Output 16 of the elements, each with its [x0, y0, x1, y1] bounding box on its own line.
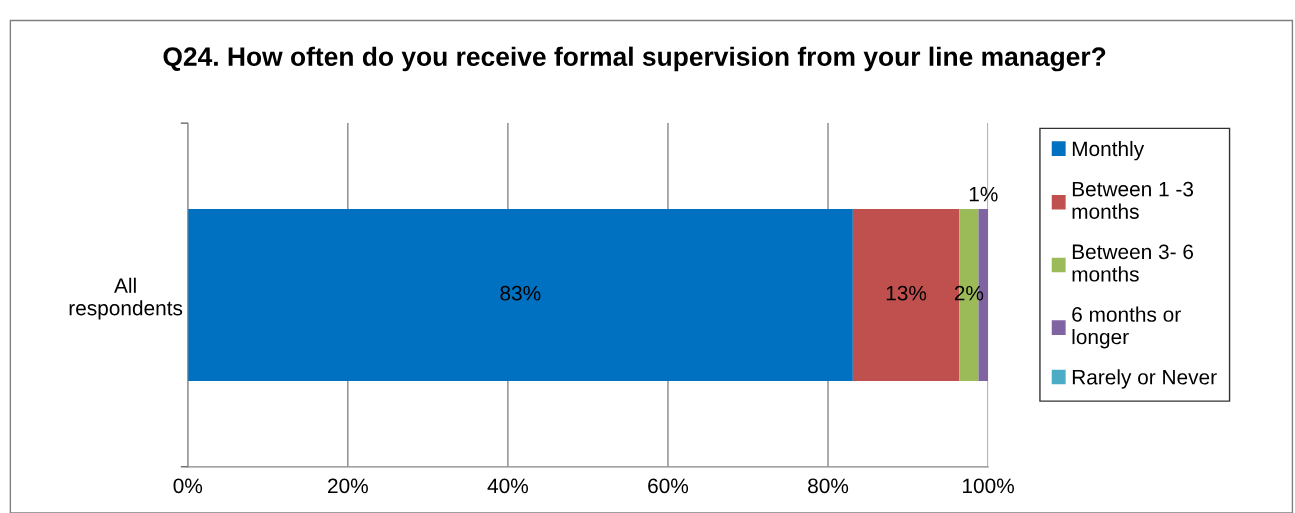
legend-label: Rarely or Never — [1072, 369, 1217, 389]
legend-label: Between 3- 6 months — [1072, 244, 1194, 282]
x-tick-label: 80% — [808, 478, 849, 494]
legend-label: Between 1 -3 months — [1072, 181, 1194, 219]
chart-title: Q24. How often do you receive formal supervision from your line manager? — [163, 46, 1106, 72]
legend-label: 6 months or longer — [1072, 306, 1181, 349]
x-tick-label: 40% — [487, 478, 529, 494]
x-tick-label: 0% — [173, 478, 203, 494]
data-label: 1% — [969, 186, 998, 202]
x-tick-label: 20% — [328, 478, 368, 494]
legend-label: Monthly — [1072, 140, 1145, 161]
x-tick-label: 100% — [963, 478, 1014, 494]
data-label: 83% — [500, 285, 541, 301]
y-tick-label: All respondents — [69, 277, 183, 320]
x-tick-label: 60% — [648, 478, 689, 494]
data-label: 13% — [886, 285, 927, 301]
